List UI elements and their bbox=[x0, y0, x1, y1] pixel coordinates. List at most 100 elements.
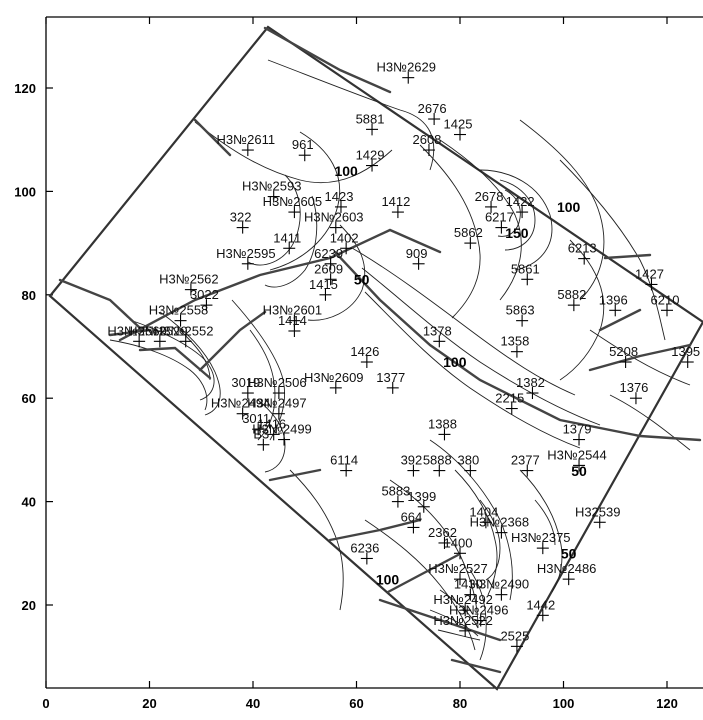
well-label: Н3№2522 bbox=[433, 613, 492, 628]
well-marker bbox=[366, 159, 379, 172]
y-tick-label: 40 bbox=[22, 495, 36, 510]
well-marker bbox=[267, 190, 280, 203]
well-label: 1442 bbox=[526, 597, 555, 612]
well-marker bbox=[407, 464, 420, 477]
well-marker bbox=[283, 242, 296, 255]
well-label: Н3№2499 bbox=[252, 422, 311, 437]
contour-line bbox=[269, 131, 341, 271]
x-tick-label: 40 bbox=[246, 696, 260, 711]
fault-line bbox=[588, 343, 692, 372]
fault-line bbox=[118, 228, 442, 342]
well-label: Н3№2552 bbox=[154, 323, 213, 338]
well-marker bbox=[288, 324, 301, 337]
x-tick-label: 100 bbox=[553, 696, 575, 711]
well-label: 5863 bbox=[506, 303, 535, 318]
well-marker bbox=[562, 573, 575, 586]
well-marker bbox=[329, 221, 342, 234]
contour-line bbox=[289, 469, 344, 611]
contour-value-label: 100 bbox=[557, 199, 581, 215]
well-marker bbox=[236, 407, 249, 420]
contour-line bbox=[307, 224, 366, 321]
well-marker bbox=[407, 521, 420, 534]
fault-line bbox=[268, 468, 322, 482]
well-label: Н3№2490 bbox=[470, 577, 529, 592]
contour-value-label: 150 bbox=[505, 225, 529, 241]
contour-value-label: 100 bbox=[376, 571, 400, 587]
well-marker bbox=[516, 314, 529, 327]
contour-line bbox=[249, 329, 276, 441]
well-marker bbox=[298, 149, 311, 162]
well-marker bbox=[454, 547, 466, 560]
well-label: 1376 bbox=[619, 380, 648, 395]
well-label: 2678 bbox=[475, 189, 504, 204]
x-tick-label: 120 bbox=[656, 696, 678, 711]
fault-line bbox=[603, 253, 652, 260]
well-label: 1423 bbox=[325, 189, 354, 204]
well-label: Н3№2605 bbox=[263, 194, 322, 209]
well-label: Н3№2544 bbox=[547, 447, 606, 462]
well-marker bbox=[366, 123, 379, 136]
well-label: 1396 bbox=[599, 292, 628, 307]
contour-line bbox=[179, 329, 211, 381]
well-marker bbox=[619, 356, 632, 369]
well-label: 5882 bbox=[557, 287, 586, 302]
well-marker bbox=[510, 640, 523, 653]
well-marker bbox=[661, 304, 673, 317]
fault-line bbox=[193, 118, 232, 157]
well-marker bbox=[593, 516, 606, 529]
contour-line bbox=[429, 439, 513, 601]
well-label: 5862 bbox=[454, 225, 483, 240]
contour-line bbox=[519, 469, 563, 593]
well-label: 6217 bbox=[485, 210, 514, 225]
well-marker bbox=[272, 387, 285, 400]
contour-line bbox=[419, 144, 481, 319]
well-label: 6236 bbox=[350, 540, 379, 555]
well-label: 6239 bbox=[314, 246, 343, 261]
well-marker bbox=[360, 356, 373, 369]
well-label: 1400 bbox=[444, 535, 473, 550]
well-label: Н3№2569 bbox=[107, 323, 166, 338]
well-label: Н3№2611 bbox=[217, 132, 276, 147]
well-label: 3019 bbox=[231, 375, 260, 390]
contour-line bbox=[429, 609, 479, 637]
x-tick-label: 0 bbox=[42, 696, 49, 711]
well-marker bbox=[433, 464, 446, 477]
well-label: 1382 bbox=[516, 375, 545, 390]
well-label: 1412 bbox=[381, 194, 410, 209]
contour-value-label: 50 bbox=[354, 271, 370, 287]
well-label: 1430 bbox=[454, 577, 483, 592]
well-label: 1426 bbox=[350, 344, 379, 359]
well-label: Н3№2629 bbox=[377, 60, 436, 75]
x-tick-label: 20 bbox=[142, 696, 156, 711]
well-marker bbox=[267, 428, 280, 441]
well-marker bbox=[241, 257, 254, 270]
well-label: 6114 bbox=[330, 453, 358, 468]
well-label: 2377 bbox=[511, 453, 540, 468]
y-tick-label: 20 bbox=[22, 598, 36, 613]
well-label: 1404 bbox=[469, 504, 498, 519]
well-marker bbox=[319, 288, 332, 301]
well-marker bbox=[459, 604, 472, 617]
x-tick-label: 60 bbox=[349, 696, 363, 711]
well-marker bbox=[454, 573, 466, 586]
well-marker bbox=[153, 335, 166, 348]
well-label: 2215 bbox=[495, 391, 524, 406]
well-marker bbox=[464, 464, 477, 477]
contour-line bbox=[559, 159, 666, 341]
well-label: 1429 bbox=[356, 148, 385, 163]
well-label: 1377 bbox=[376, 370, 405, 385]
well-label: 1379 bbox=[563, 422, 592, 437]
well-marker bbox=[521, 273, 534, 286]
well-marker bbox=[288, 206, 301, 219]
well-marker bbox=[236, 221, 249, 234]
well-label: 664 bbox=[401, 509, 423, 524]
contour-line bbox=[454, 469, 498, 596]
well-label: 2362 bbox=[428, 525, 457, 540]
contour-line bbox=[609, 394, 691, 451]
contour-line bbox=[109, 339, 208, 411]
well-marker bbox=[422, 144, 435, 157]
fault-line bbox=[598, 308, 642, 332]
well-marker bbox=[495, 221, 508, 234]
well-label: 5861 bbox=[511, 261, 540, 276]
